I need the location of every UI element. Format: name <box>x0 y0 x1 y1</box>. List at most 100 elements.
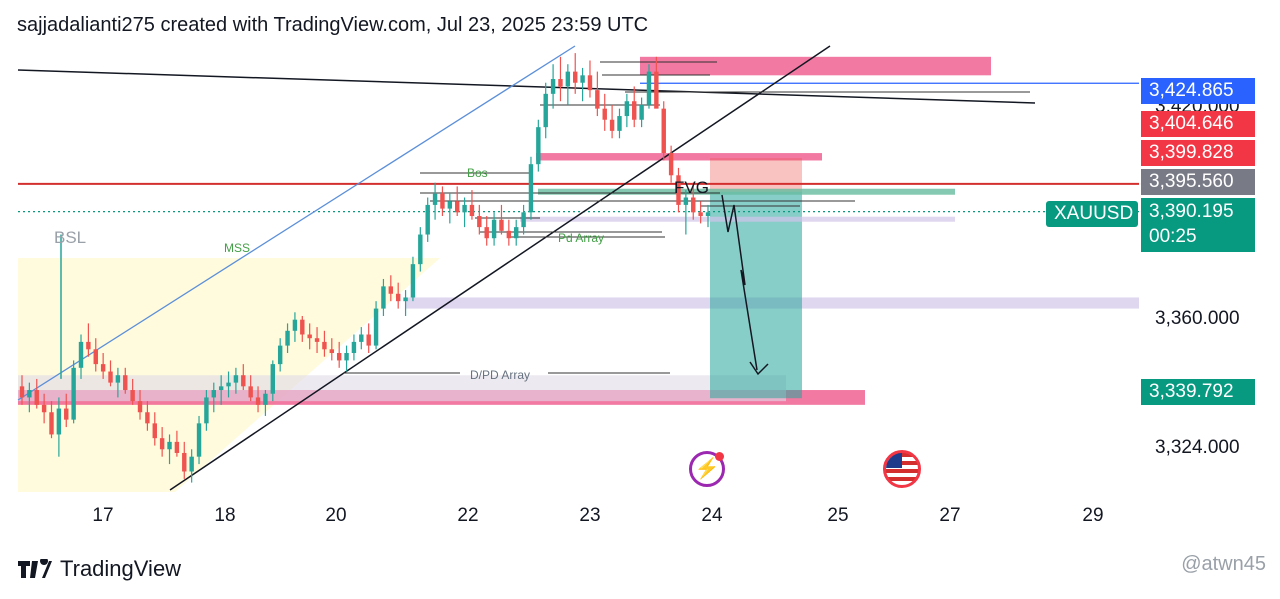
candle-body-88 <box>668 153 674 176</box>
candle-body-69 <box>528 164 534 213</box>
candle-body-77 <box>587 75 593 91</box>
candle-body-9 <box>86 341 91 350</box>
fvg-teal-zone <box>538 188 955 195</box>
candle-body-2 <box>34 390 39 405</box>
candle-body-92 <box>698 212 703 217</box>
candle-body-38 <box>300 319 305 335</box>
x-label-20: 20 <box>325 505 347 526</box>
candle-body-8 <box>78 341 84 368</box>
bsl-label: BSL <box>54 228 87 247</box>
candle-body-7 <box>71 367 76 420</box>
candle-body-44 <box>344 353 349 361</box>
candle-body-63 <box>484 227 489 239</box>
candle-body-81 <box>617 116 622 131</box>
red-level-price-tag: 3,404.646 <box>1141 111 1255 137</box>
candle-body-93 <box>705 212 711 217</box>
candle-body-12 <box>108 371 113 383</box>
pd-lavender-zone <box>520 216 955 222</box>
candle-body-41 <box>322 341 327 350</box>
pink-mid-zone <box>536 153 822 161</box>
candle-body-30 <box>241 375 246 387</box>
grey-level-price-tag: 3,395.560 <box>1141 169 1255 195</box>
candle-body-42 <box>329 349 335 354</box>
candle-body-57 <box>440 193 445 209</box>
candle-body-82 <box>624 101 630 117</box>
candle-body-43 <box>336 353 342 361</box>
tradingview-brand-label: TradingView <box>60 556 182 581</box>
candle-body-39 <box>307 334 312 339</box>
event-dot-icon <box>715 452 724 461</box>
x-label-29: 29 <box>1082 505 1104 526</box>
candle-body-83 <box>632 101 637 120</box>
candle-body-35 <box>277 345 283 365</box>
candle-body-79 <box>602 108 607 120</box>
candle-body-20 <box>167 441 172 450</box>
candle-body-13 <box>115 375 121 383</box>
candle-body-16 <box>137 401 143 413</box>
pink-supply-top-zone <box>640 56 991 76</box>
target-price-tag: 3,339.792 <box>1141 379 1255 405</box>
candle-body-1 <box>27 390 32 398</box>
watermark: @atwn45 <box>1181 553 1266 575</box>
candle-body-10 <box>93 349 98 365</box>
candle-body-74 <box>565 71 571 87</box>
candle-body-17 <box>145 412 150 424</box>
candle-body-61 <box>469 204 475 217</box>
bos-label: Bos <box>467 166 488 180</box>
candle-body-53 <box>410 264 416 298</box>
candle-body-32 <box>255 397 261 405</box>
candle-body-51 <box>395 293 401 302</box>
candle-body-49 <box>381 286 386 309</box>
candle-body-64 <box>491 219 497 239</box>
candle-body-23 <box>189 456 194 472</box>
candle-body-24 <box>196 423 202 457</box>
candle-body-47 <box>366 334 371 346</box>
candle-body-4 <box>49 412 54 435</box>
candle-body-70 <box>536 127 541 165</box>
candle-body-59 <box>454 201 460 213</box>
x-label-24: 24 <box>701 505 723 526</box>
us-flag-event-icon[interactable] <box>883 450 921 488</box>
black-trendline-top <box>17 69 1036 104</box>
projection-arrowhead <box>749 361 769 376</box>
candle-body-86 <box>654 71 659 109</box>
candle-body-87 <box>661 108 666 154</box>
dpd-array-label: D/PD Array <box>470 368 531 382</box>
candle-body-72 <box>550 79 556 94</box>
candle-body-80 <box>609 119 615 131</box>
candle-body-55 <box>425 204 430 235</box>
candle-body-33 <box>263 393 268 405</box>
symbol-tag: XAUUSD <box>1046 201 1138 227</box>
candle-body-27 <box>218 386 224 391</box>
candle-body-5 <box>56 408 62 435</box>
candle-body-46 <box>359 334 364 342</box>
black-trendline-rising <box>169 45 831 491</box>
stop-zone-zone <box>710 158 802 192</box>
candle-body-52 <box>403 297 408 302</box>
y-label-3324: 3,324.000 <box>1155 437 1240 458</box>
candle-body-58 <box>447 201 453 209</box>
candle-body-66 <box>506 230 512 239</box>
candle-body-89 <box>676 175 681 205</box>
countdown-tag: 00:25 <box>1149 226 1197 247</box>
candle-body-40 <box>314 338 320 342</box>
x-label-17: 17 <box>92 505 114 526</box>
candle-body-29 <box>233 375 239 383</box>
candle-body-15 <box>130 390 135 402</box>
candle-body-31 <box>248 386 253 398</box>
candle-body-90 <box>683 197 689 205</box>
candle-body-67 <box>514 227 519 239</box>
candle-body-56 <box>432 193 438 205</box>
candle-body-65 <box>499 219 504 231</box>
candle-body-84 <box>639 104 644 120</box>
mss-label: MSS <box>224 241 251 255</box>
candle-body-68 <box>521 212 526 228</box>
candle-body-26 <box>211 390 216 398</box>
candle-body-36 <box>285 330 290 346</box>
chart-header: sajjadalianti275 created with TradingVie… <box>17 14 649 36</box>
tradingview-brand[interactable]: TradingView <box>18 556 181 582</box>
candle-body-91 <box>691 197 696 213</box>
candle-body-25 <box>204 397 209 424</box>
current-price-tag: 3,390.195 <box>1149 201 1234 222</box>
